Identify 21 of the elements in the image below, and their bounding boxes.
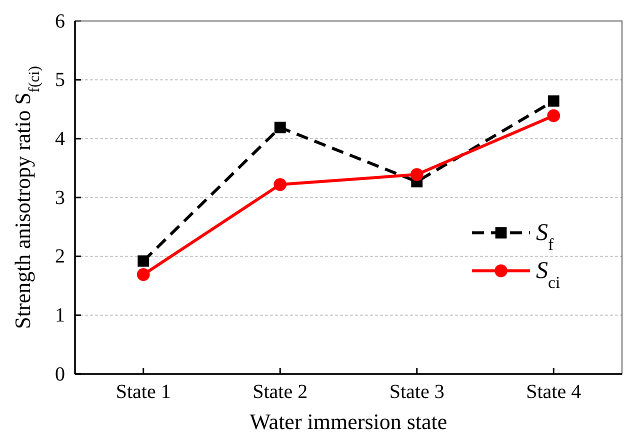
x-tick-label: State 2 — [252, 381, 308, 404]
point — [138, 255, 150, 267]
point — [410, 168, 424, 181]
y-tick-label: 4 — [55, 128, 65, 150]
y-tick-label: 2 — [55, 246, 65, 268]
y-tick-label: 5 — [55, 69, 65, 92]
legend-label: S$_{ci}$ — [536, 258, 560, 292]
x-tick-label: State 1 — [116, 381, 171, 404]
x-tick-label: State 3 — [389, 381, 444, 404]
y-tick-label: 1 — [55, 304, 65, 327]
point — [274, 178, 287, 191]
point — [274, 122, 286, 134]
y-tick-label: 0 — [55, 363, 65, 386]
y-tick-label: 3 — [55, 186, 65, 209]
legend-label: S$_{f}$ — [536, 220, 554, 254]
x-tick-label: State 4 — [526, 381, 582, 404]
point — [547, 109, 560, 122]
point — [136, 268, 150, 281]
point — [548, 95, 560, 107]
y-tick-label: 6 — [55, 10, 65, 32]
x-axis-title: Water immersion state — [250, 409, 448, 434]
